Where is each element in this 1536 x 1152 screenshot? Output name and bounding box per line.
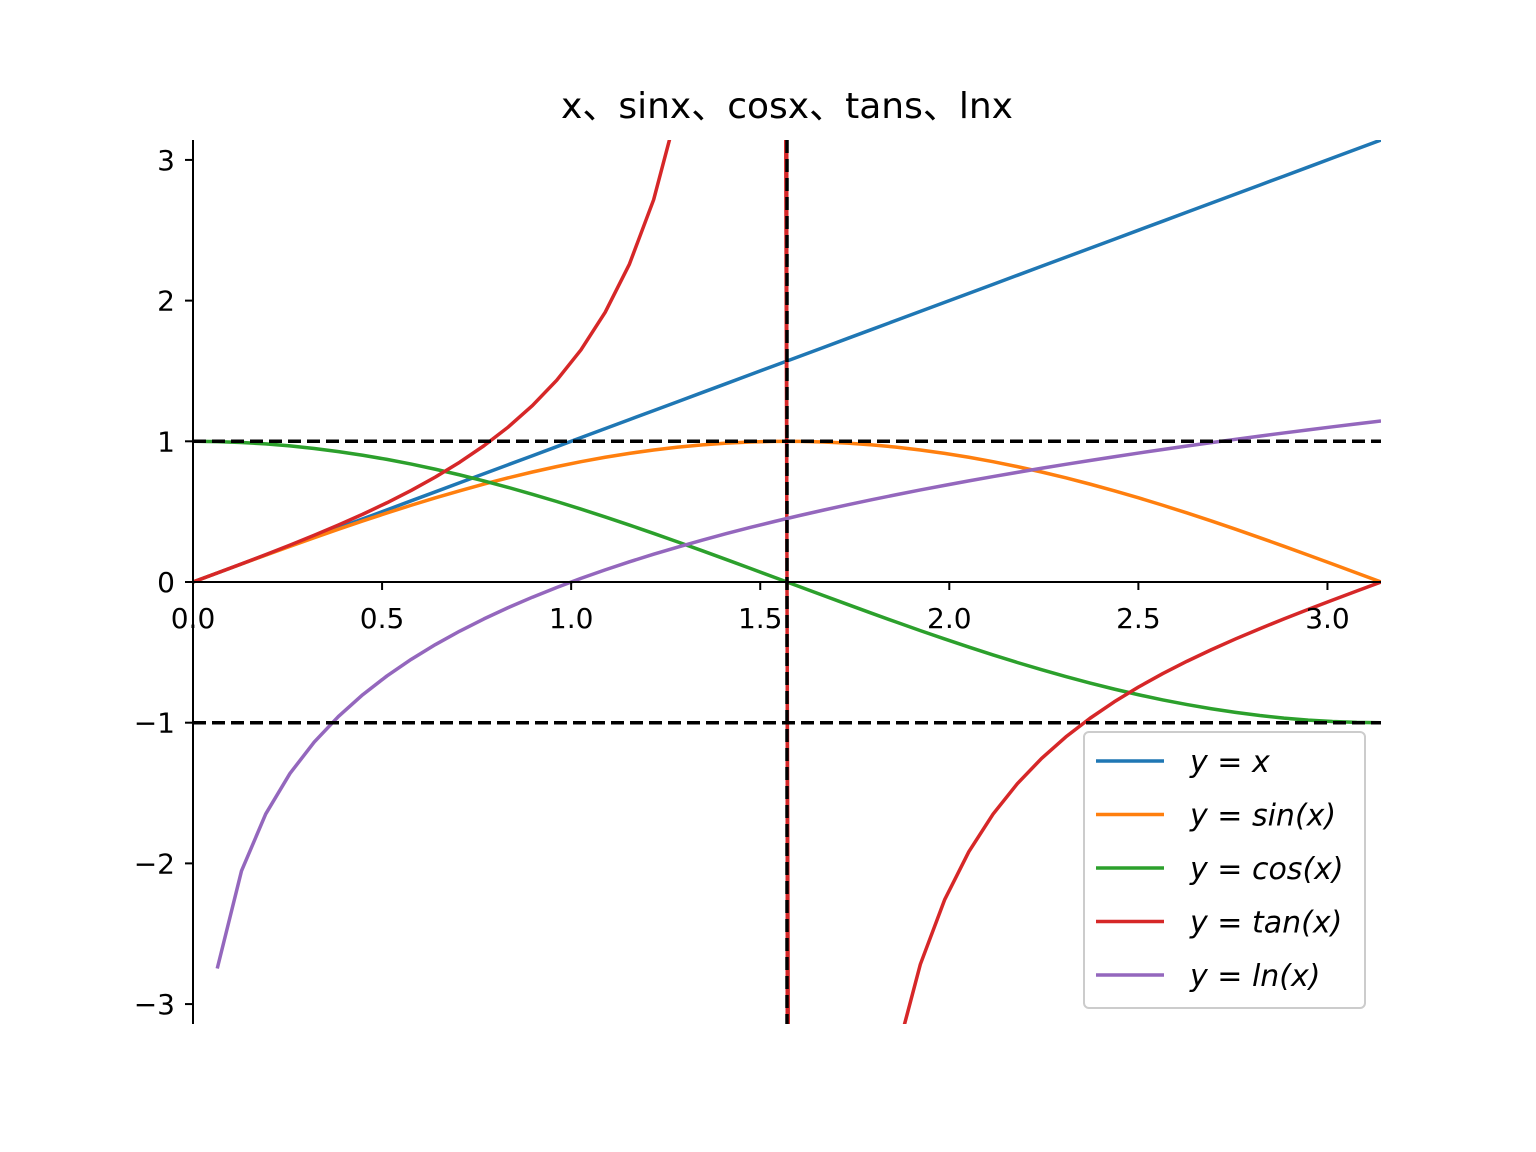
legend-label-sin: y = sin(x)	[1189, 799, 1336, 834]
chart-title: x、sinx、cosx、tans、lnx	[561, 86, 1013, 127]
legend-box	[1083, 731, 1366, 1009]
y-tick-label: 1	[157, 425, 175, 458]
legend: y = x y = sin(x) y = cos(x) y = tan(x) y = l…	[1083, 731, 1366, 1009]
legend-label-cos: y = cos(x)	[1189, 852, 1344, 887]
x-tick-label: 1.0	[549, 602, 594, 635]
y-tick-label: −2	[134, 847, 175, 880]
series-line-ln	[215, 419, 1381, 969]
x-tick-label: 0.5	[360, 602, 405, 635]
x-tick-label: 0.0	[171, 602, 216, 635]
y-tick-label: −3	[134, 988, 175, 1021]
legend-label-x: y = x	[1189, 745, 1270, 780]
x-tick-label: 2.0	[927, 602, 972, 635]
y-tick-label: −1	[134, 707, 175, 740]
y-tick-label: 0	[157, 566, 175, 599]
legend-label-ln: y = ln(x)	[1189, 959, 1320, 994]
x-tick-label: 1.5	[738, 602, 783, 635]
y-tick-label: 3	[157, 144, 175, 177]
x-tick-label: 3.0	[1305, 602, 1350, 635]
x-axis-ticks: 0.0 0.5 1.0 1.5 2.0 2.5 3.0	[171, 582, 1350, 635]
y-axis-ticks: −3 −2 −1 0 1 2 3	[134, 144, 193, 1021]
legend-label-tan: y = tan(x)	[1189, 906, 1342, 941]
y-tick-label: 2	[157, 285, 175, 318]
x-tick-label: 2.5	[1116, 602, 1161, 635]
